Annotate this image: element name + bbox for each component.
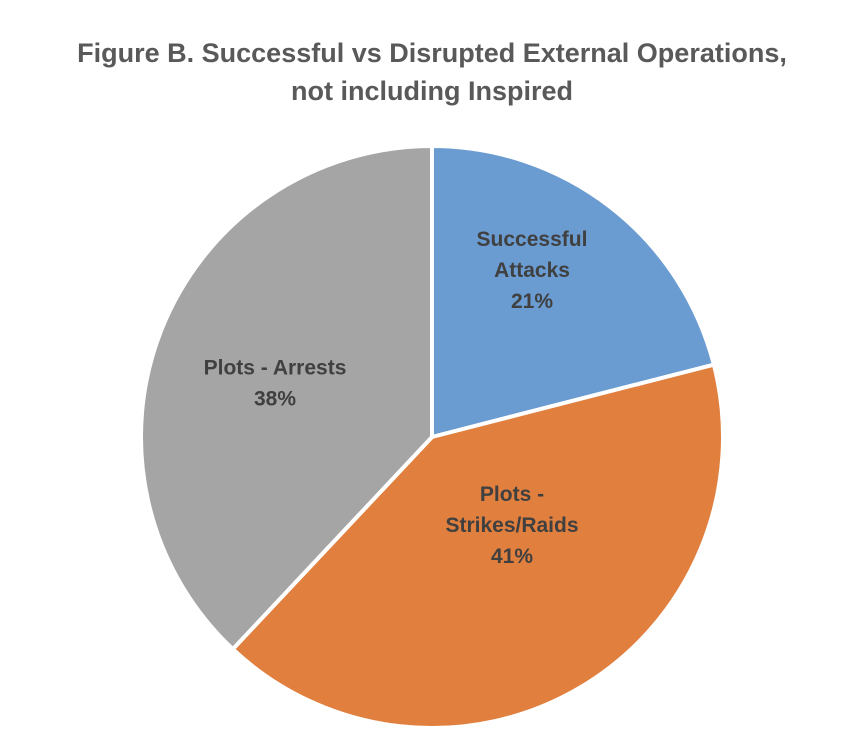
data-label-line: Strikes/Raids — [445, 514, 578, 537]
data-label-line: 38% — [254, 388, 296, 411]
pie-slice-plots-strikes-raids — [230, 362, 725, 730]
data-label-line: Attacks — [494, 259, 570, 282]
chart-title-line-1: Figure B. Successful vs Disrupted Extern… — [77, 38, 787, 68]
data-label-line: Successful — [477, 228, 588, 251]
chart-title: Figure B. Successful vs Disrupted Extern… — [0, 34, 864, 110]
pie-slice-successful-attacks — [430, 144, 716, 439]
data-label-plots-strikes-raids: Plots - Strikes/Raids 41% — [445, 483, 578, 568]
pie-slices — [139, 144, 725, 730]
data-label-line: 21% — [511, 290, 553, 313]
data-label-successful-attacks: Successful Attacks 21% — [477, 228, 588, 313]
data-label-line: 41% — [491, 545, 533, 568]
data-label-line: Plots - — [480, 483, 544, 506]
chart-title-line-2: not including Inspired — [291, 76, 573, 106]
data-label-plots-arrests: Plots - Arrests 38% — [204, 357, 347, 411]
pie-slice-plots-arrests — [139, 144, 434, 652]
pie-labels: Successful Attacks 21% Plots - Strikes/Raids… — [204, 228, 588, 568]
data-label-line: Plots - Arrests — [204, 357, 347, 380]
